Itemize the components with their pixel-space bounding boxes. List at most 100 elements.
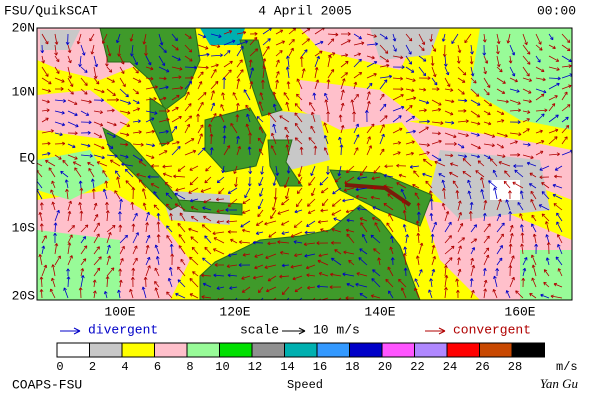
wind-arrow xyxy=(520,224,524,233)
wind-arrow xyxy=(326,165,330,175)
colorbar-tick-label: 20 xyxy=(378,360,392,374)
wind-arrow xyxy=(67,242,72,255)
wind-arrow xyxy=(54,121,66,127)
wind-arrow xyxy=(470,132,480,137)
wind-arrow xyxy=(41,264,48,277)
wind-arrow xyxy=(78,180,83,189)
wind-arrow xyxy=(321,198,329,207)
wind-arrows xyxy=(37,28,572,300)
wind-arrow xyxy=(402,253,407,266)
convergent-label: convergent xyxy=(453,322,531,337)
wind-arrow xyxy=(80,275,85,288)
wind-arrow xyxy=(372,185,381,190)
wind-arrow xyxy=(51,277,56,288)
wind-arrow xyxy=(145,265,151,277)
wind-arrow xyxy=(189,198,199,203)
wind-arrow xyxy=(548,55,560,62)
wind-arrow xyxy=(106,66,113,73)
wind-arrow xyxy=(40,44,45,54)
wind-arrow xyxy=(203,215,212,222)
wind-arrow xyxy=(383,173,394,178)
wind-arrow xyxy=(331,228,342,233)
wind-arrow xyxy=(93,143,105,150)
wind-arrow xyxy=(275,29,284,35)
wind-arrow xyxy=(340,39,351,46)
wind-arrow xyxy=(132,232,139,244)
wind-arrow xyxy=(438,173,446,178)
colorbar-tick-label: 26 xyxy=(475,360,489,374)
wind-arrow xyxy=(141,286,147,299)
wind-arrow xyxy=(306,273,316,278)
wind-arrow xyxy=(106,143,114,149)
wind-arrow xyxy=(227,187,238,194)
wind-arrow xyxy=(470,110,481,118)
wind-arrow xyxy=(80,120,92,125)
wind-arrow xyxy=(482,33,487,43)
wind-arrow xyxy=(281,263,290,268)
wind-arrow xyxy=(177,222,186,233)
wind-arrow xyxy=(469,201,474,211)
wind-arrow xyxy=(129,288,134,299)
wind-arrow xyxy=(106,255,111,266)
wind-arrow xyxy=(370,195,381,200)
wind-arrow xyxy=(175,292,186,299)
wind-arrow xyxy=(293,240,303,244)
wind-arrow xyxy=(285,187,290,200)
wind-arrow xyxy=(131,267,136,277)
wind-arrow xyxy=(54,154,62,160)
wind-arrow xyxy=(210,102,216,112)
wind-arrow xyxy=(119,77,126,88)
wind-arrow xyxy=(213,273,225,278)
wind-arrow xyxy=(105,276,110,288)
wind-arrow xyxy=(254,264,264,270)
wind-arrow xyxy=(429,278,434,288)
colorbar-tick-label: 0 xyxy=(56,360,63,374)
wind-arrow xyxy=(54,55,60,63)
wind-arrow xyxy=(119,121,131,127)
wind-arrow xyxy=(330,240,342,245)
wind-arrow xyxy=(379,103,387,112)
wind-arrow xyxy=(492,288,498,299)
wind-arrow xyxy=(119,99,132,105)
colorbar-tick-label: 10 xyxy=(215,360,229,374)
wind-arrow xyxy=(74,167,82,178)
wind-arrow xyxy=(548,95,558,101)
wind-arrow xyxy=(431,44,437,52)
wind-arrow xyxy=(343,250,355,255)
wind-arrow xyxy=(101,33,108,44)
wind-arrow xyxy=(158,129,169,134)
wind-arrow xyxy=(370,294,381,299)
wind-arrow xyxy=(222,125,227,134)
wind-arrow xyxy=(340,89,345,101)
wind-arrow xyxy=(402,224,407,233)
wind-arrow xyxy=(444,153,454,158)
wind-arrow xyxy=(370,234,381,244)
wind-arrow xyxy=(220,104,225,112)
wind-arrow xyxy=(118,224,123,233)
wind-arrow xyxy=(275,50,283,57)
colorbar-swatch xyxy=(121,342,155,358)
wind-arrow xyxy=(105,55,109,67)
wind-arrow xyxy=(457,98,468,103)
date: 4 April 2005 xyxy=(258,3,352,18)
wind-arrow xyxy=(50,189,56,200)
wind-arrow xyxy=(492,169,498,178)
wind-arrow xyxy=(483,88,490,96)
wind-arrow xyxy=(496,33,501,45)
wind-arrow xyxy=(379,44,389,54)
wind-arrow xyxy=(64,179,69,189)
wind-arrow xyxy=(51,201,56,211)
wind-arrow xyxy=(515,290,524,299)
wind-arrow xyxy=(67,77,74,87)
wind-arrow xyxy=(398,173,407,178)
wind-arrow xyxy=(522,118,530,123)
wind-arrow xyxy=(385,278,394,288)
wind-arrow xyxy=(405,105,413,112)
wind-arrow xyxy=(561,55,572,62)
wind-arrow xyxy=(304,253,316,258)
wind-arrow xyxy=(294,103,303,112)
wind-arrow xyxy=(184,123,191,134)
wind-arrow xyxy=(350,99,355,112)
wind-arrow xyxy=(270,209,277,219)
wind-arrow xyxy=(39,223,44,233)
